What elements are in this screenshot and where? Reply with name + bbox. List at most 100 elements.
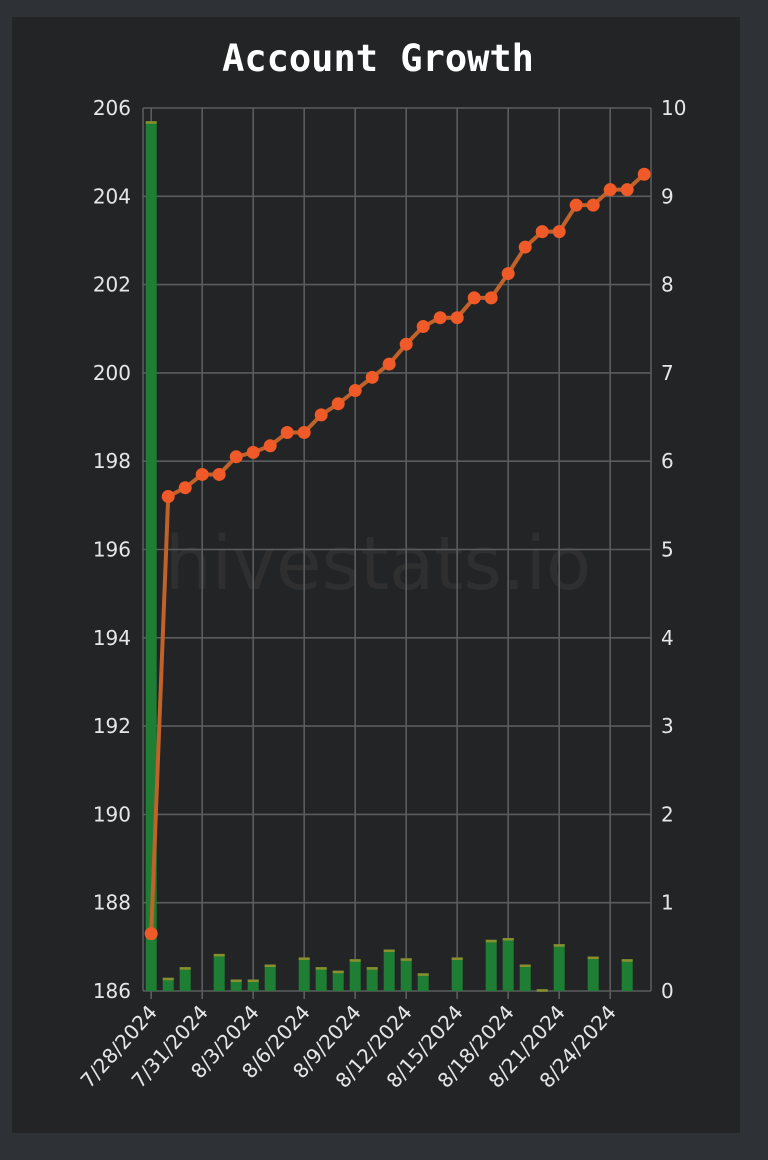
x-axis: 7/28/20247/31/20248/3/20248/6/20248/9/20… <box>75 1000 620 1092</box>
bar-cap <box>298 957 310 960</box>
bar <box>400 958 412 991</box>
bar-cap <box>264 964 276 968</box>
bar-cap <box>553 944 565 947</box>
bar <box>298 957 310 991</box>
y-left-tick-label: 190 <box>93 802 131 826</box>
y-right-tick-label: 6 <box>661 449 674 473</box>
bar <box>349 959 361 991</box>
bar <box>179 967 191 991</box>
data-point <box>382 357 396 371</box>
watermark: hivestats.io <box>165 521 592 607</box>
bar-cap <box>502 938 514 941</box>
bar-cap <box>400 958 412 961</box>
y-left-tick-label: 200 <box>93 361 131 385</box>
data-point <box>365 370 379 384</box>
bar-cap <box>485 939 497 943</box>
data-point <box>195 467 209 481</box>
bar-cap <box>315 967 327 970</box>
data-point <box>518 240 532 254</box>
data-point <box>637 167 651 181</box>
y-left-tick-label: 206 <box>93 96 131 120</box>
data-point <box>620 183 634 197</box>
bar-series <box>145 121 633 992</box>
bar-cap <box>383 949 395 952</box>
y-right-tick-label: 0 <box>661 979 674 1003</box>
y-right-tick-label: 3 <box>661 714 674 738</box>
y-left-tick-label: 188 <box>93 891 131 915</box>
bar-cap <box>230 979 242 983</box>
data-point <box>144 927 158 941</box>
bar-cap <box>349 959 361 962</box>
data-point <box>229 450 243 464</box>
data-point <box>450 311 464 325</box>
data-point <box>212 467 226 481</box>
y-right-tick-label: 2 <box>661 802 674 826</box>
account-growth-chart: hivestats.io Account Growth 1 8 6 188 190 192… <box>75 37 686 1093</box>
data-point <box>552 225 566 239</box>
bar <box>383 949 395 991</box>
data-point <box>246 445 260 459</box>
y-right-tick-label: 10 <box>661 96 686 120</box>
data-point <box>178 481 192 495</box>
data-point <box>399 337 413 351</box>
y-right-tick-label: 7 <box>661 361 674 385</box>
bar <box>587 956 599 991</box>
chart-title: Account Growth <box>222 37 534 80</box>
bar <box>553 944 565 991</box>
y-right-tick-label: 9 <box>661 184 674 208</box>
data-point <box>280 426 294 440</box>
y-left-tick-label: 194 <box>93 626 131 650</box>
bar-cap <box>587 956 599 960</box>
data-point <box>263 439 277 453</box>
data-point <box>416 320 430 334</box>
y-right-tick-label: 8 <box>661 273 674 297</box>
bar <box>451 957 463 991</box>
bar <box>519 964 531 991</box>
data-point <box>569 198 583 212</box>
bar-cap <box>519 964 531 968</box>
bar <box>247 979 259 991</box>
bar-cap <box>451 957 463 960</box>
bar <box>332 970 344 991</box>
bar-cap <box>417 973 429 976</box>
bar-cap <box>162 977 174 981</box>
y-left-tick-label: 204 <box>93 184 131 208</box>
y-right-tick-label: 1 <box>661 891 674 915</box>
data-point <box>348 384 362 398</box>
window-edge <box>740 0 768 1160</box>
bar <box>145 121 157 992</box>
data-point <box>161 490 175 504</box>
bar <box>621 959 633 991</box>
bar-cap <box>247 979 259 983</box>
bar <box>230 979 242 991</box>
bar-cap <box>366 967 378 970</box>
bar-cap <box>213 953 225 957</box>
bar-cap <box>332 970 344 974</box>
bar <box>366 967 378 991</box>
y-right-tick-label: 5 <box>661 538 674 562</box>
bar <box>315 967 327 991</box>
data-point <box>314 408 328 422</box>
y-left-tick-label: 198 <box>93 449 131 473</box>
bar-cap <box>145 121 157 124</box>
data-point <box>297 426 311 440</box>
bar-cap <box>536 989 548 992</box>
bar <box>213 953 225 991</box>
y-axis-left: 186 188 190 192 194 196 198 200 202 204 206 <box>93 96 131 1003</box>
data-point <box>467 291 481 305</box>
bar <box>264 964 276 991</box>
y-right-tick-label: 4 <box>661 626 674 650</box>
bar <box>417 973 429 991</box>
bar <box>162 977 174 991</box>
data-point <box>331 397 345 411</box>
y-left-tick-label: 202 <box>93 273 131 297</box>
y-left-tick-label: 196 <box>93 538 131 562</box>
bar <box>502 938 514 991</box>
bar <box>485 939 497 991</box>
bar-cap <box>621 959 633 962</box>
data-point <box>603 183 617 197</box>
data-point <box>501 267 515 281</box>
y-left-tick-label: 192 <box>93 714 131 738</box>
data-point <box>484 291 498 305</box>
data-point <box>433 311 447 325</box>
